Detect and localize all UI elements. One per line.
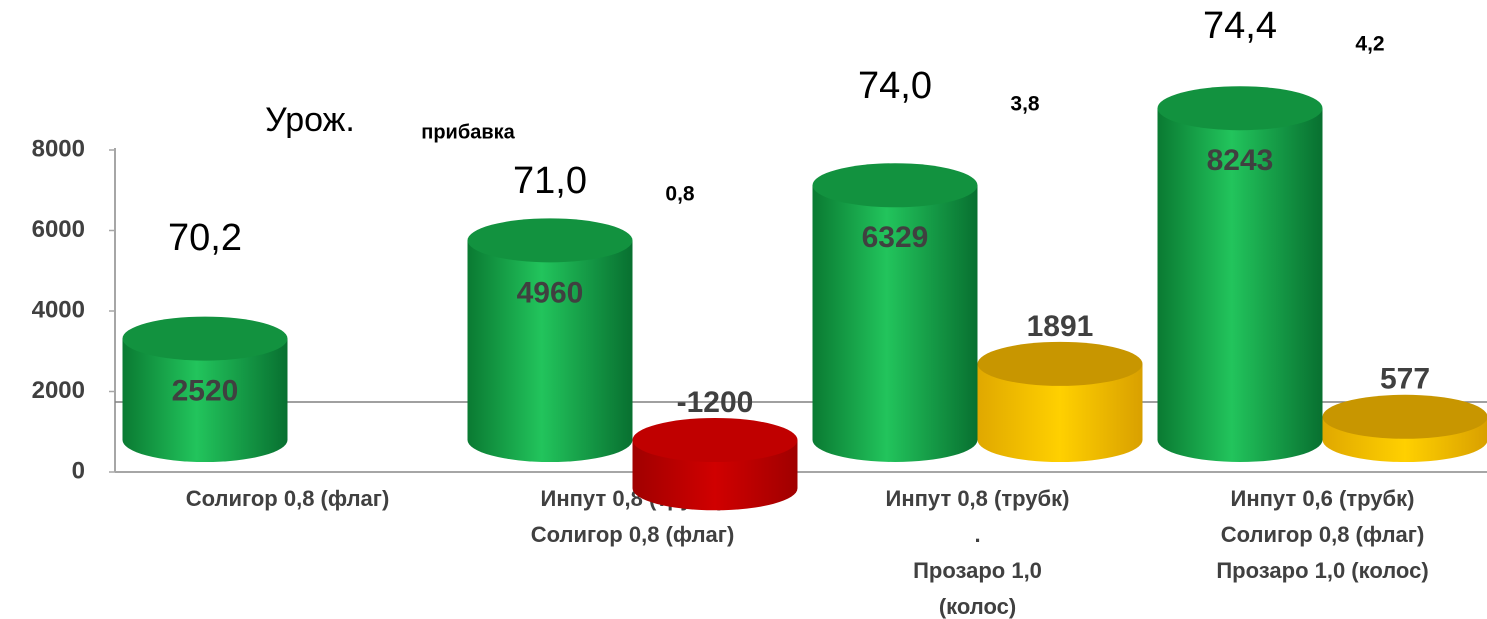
annotation: Урож.	[265, 101, 355, 139]
x-tick-label: (колос)	[939, 594, 1016, 619]
yield-label: 70,2	[168, 217, 242, 259]
bar-top	[467, 218, 633, 263]
x-tick-label: Инпут 0,8 (трубк)	[886, 486, 1070, 511]
value-label: 1891	[1027, 310, 1094, 343]
x-tick-label: .	[974, 522, 980, 547]
y-tick-label: 4000	[32, 296, 85, 323]
bar	[467, 240, 633, 462]
bar-top	[122, 316, 288, 361]
bar	[122, 338, 288, 462]
value-label: -1200	[677, 386, 754, 419]
bar	[1157, 108, 1323, 462]
y-tick-label: 2000	[32, 377, 85, 404]
yield-label: 71,0	[513, 160, 587, 202]
bar	[812, 185, 978, 462]
bar-top	[1322, 394, 1487, 439]
gain-label: 4,2	[1355, 33, 1384, 56]
gain-label: 0,8	[665, 183, 695, 206]
value-label: 6329	[862, 221, 929, 254]
annotation: прибавка	[421, 121, 515, 143]
value-label: 2520	[172, 374, 239, 407]
x-tick-label: Прозаро 1,0	[913, 558, 1042, 583]
y-tick-label: 0	[72, 457, 85, 484]
gain-label: 3,8	[1010, 93, 1040, 116]
yield-label: 74,4	[1203, 5, 1277, 47]
bar-top	[977, 341, 1143, 386]
bar-top	[812, 163, 978, 208]
x-tick-label: Солигор 0,8 (флаг)	[186, 486, 390, 511]
y-tick-label: 6000	[32, 216, 85, 243]
x-tick-label: Инпут 0,6 (трубк)	[1231, 486, 1415, 511]
value-label: 577	[1380, 363, 1430, 396]
x-tick-label: Солигор 0,8 (флаг)	[1221, 522, 1425, 547]
bar-top	[632, 418, 798, 462]
value-label: 4960	[517, 276, 584, 309]
x-tick-label: Прозаро 1,0 (колос)	[1216, 558, 1428, 583]
bar-top	[1157, 86, 1323, 131]
bar	[977, 363, 1143, 462]
yield-label: 74,0	[858, 65, 932, 107]
y-tick-label: 8000	[32, 135, 85, 162]
x-tick-label: Солигор 0,8 (флаг)	[531, 522, 735, 547]
value-label: 8243	[1207, 144, 1274, 177]
